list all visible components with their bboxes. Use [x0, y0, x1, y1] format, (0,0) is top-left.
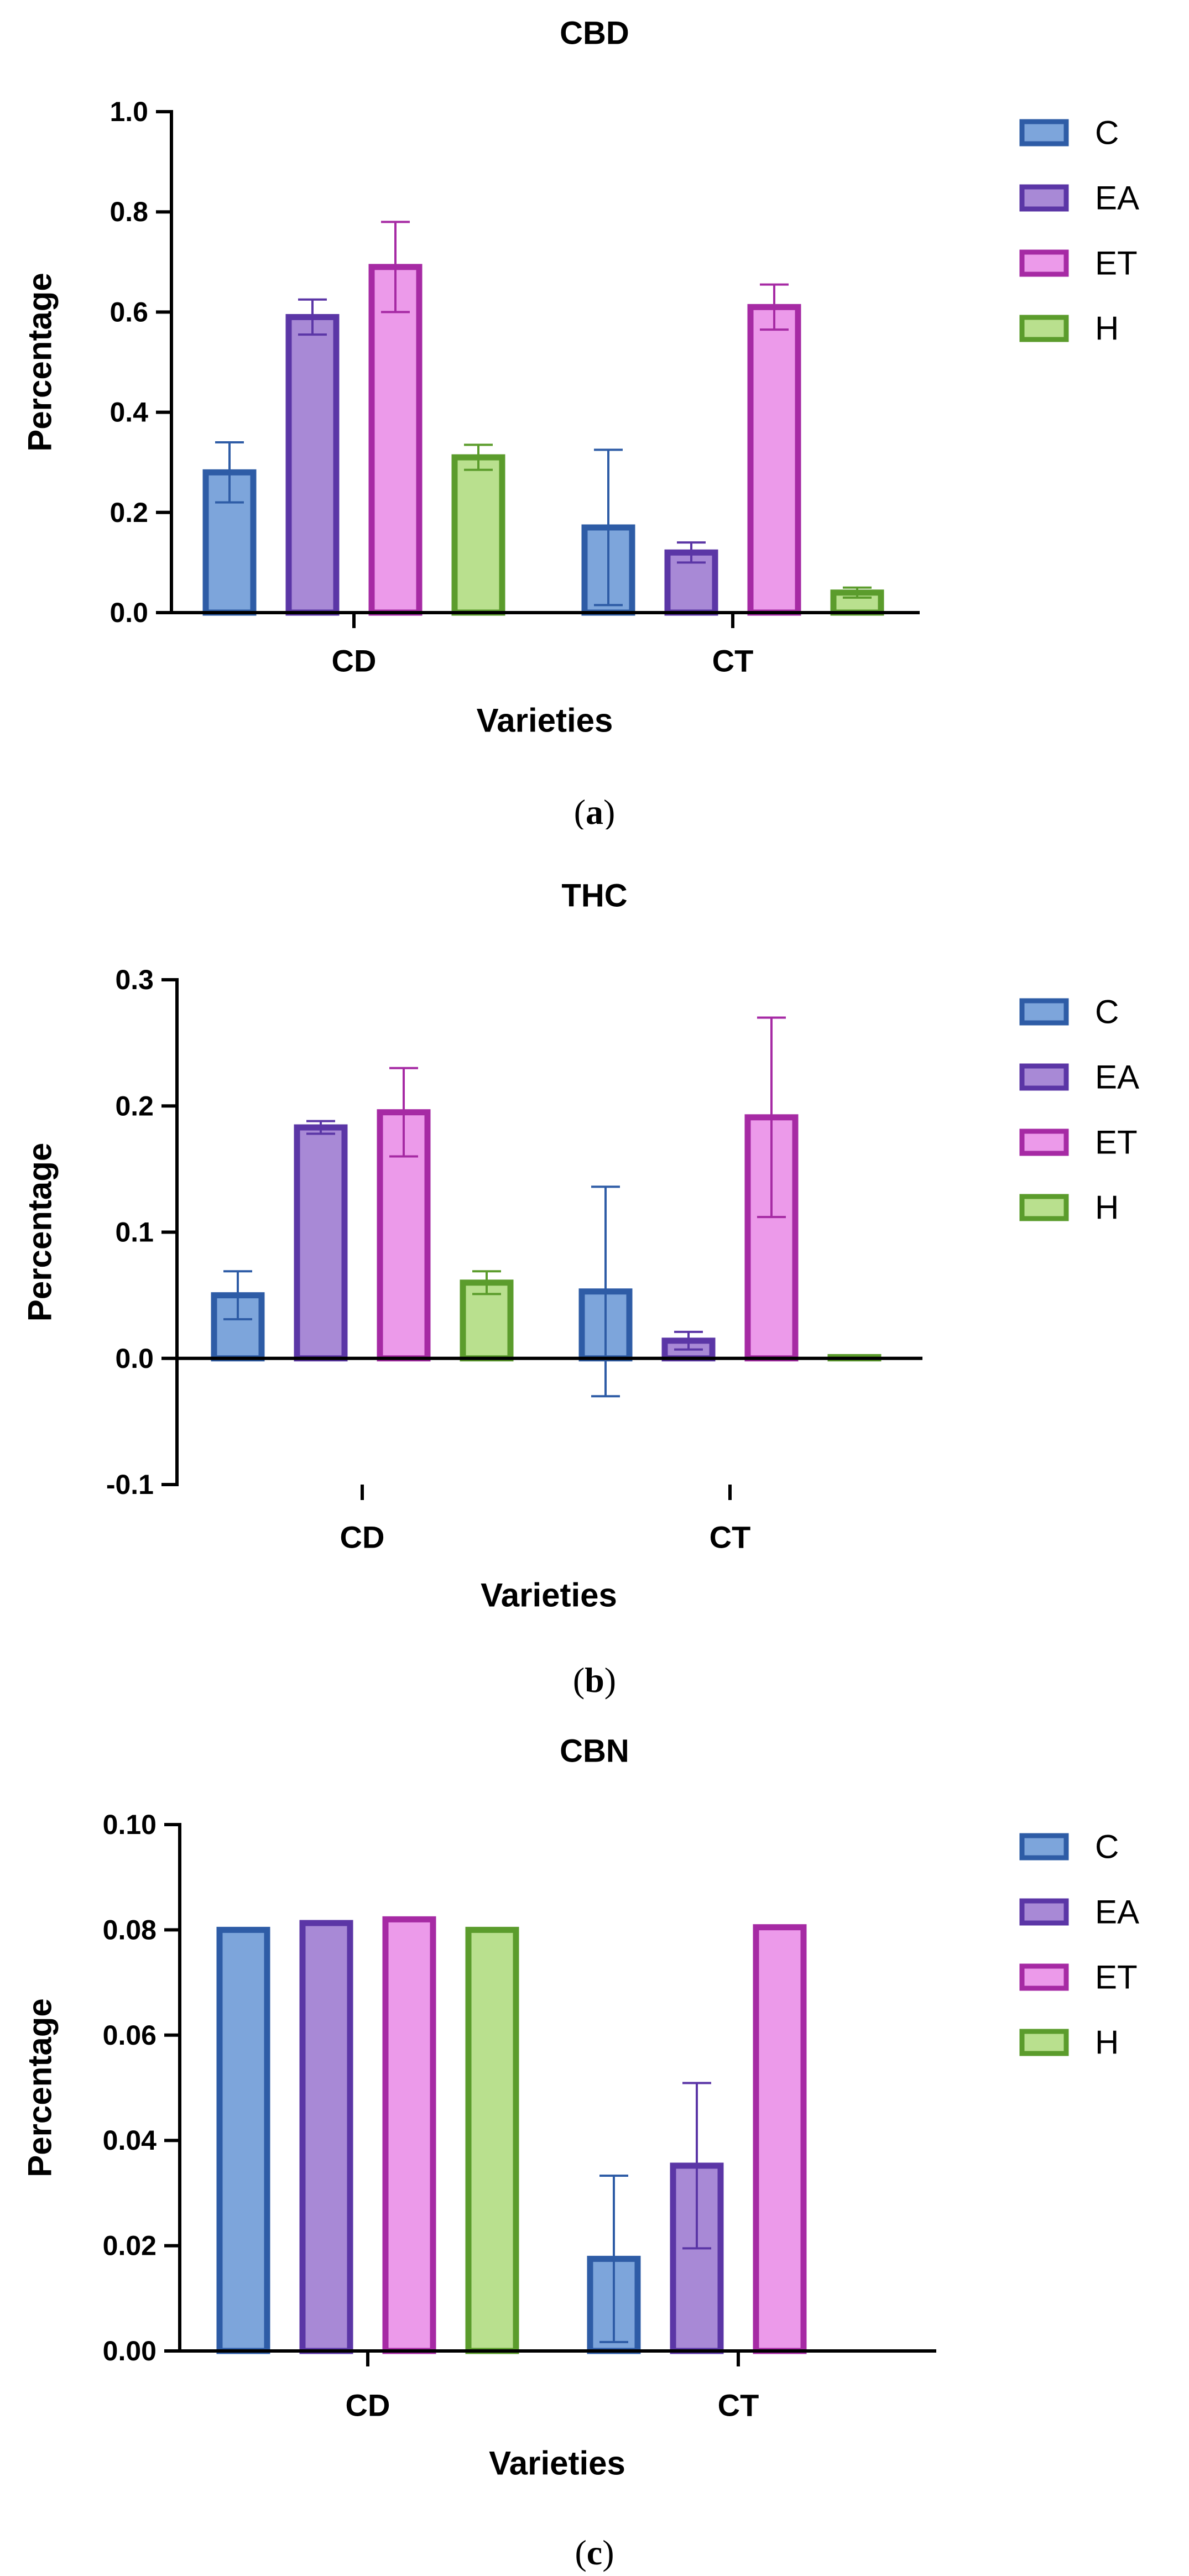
x-axis-title: Varieties [477, 702, 613, 739]
y-tick-label: 0.2 [109, 497, 148, 528]
x-tick-label-cd: CD [340, 1520, 385, 1555]
y-tick-label: 0.10 [103, 1809, 157, 1840]
legend-swatch-ea [1019, 1063, 1069, 1091]
y-axis-title: Percentage [22, 1143, 59, 1322]
chart-title: THC [561, 878, 627, 914]
y-tick-label: 0.08 [103, 1914, 157, 1945]
bar-ea-cd [285, 313, 340, 616]
y-tick-label: 0.00 [103, 2335, 157, 2366]
legend-swatch-h [1019, 315, 1069, 342]
bar-c-cd [216, 1926, 270, 2354]
x-axis-title: Varieties [481, 1577, 617, 1614]
legend-label-et: ET [1095, 1959, 1138, 1996]
x-tick-label-ct: CT [712, 644, 754, 678]
bar-ea-cd [294, 1124, 348, 1362]
y-tick-label: 0.3 [115, 964, 154, 995]
legend-label-h: H [1095, 310, 1119, 347]
legend-label-et: ET [1095, 1124, 1138, 1161]
legend-swatch-h [1019, 2029, 1069, 2056]
y-tick-label: 0.1 [115, 1217, 154, 1248]
legend-label-h: H [1095, 1189, 1119, 1226]
legend-label-h: H [1095, 2024, 1119, 2061]
legend-swatch-ea [1019, 1898, 1069, 1926]
legend-swatch-et [1019, 1128, 1069, 1156]
legend-label-ea: EA [1095, 1894, 1139, 1931]
y-tick-label: 0.0 [109, 597, 148, 628]
legend-swatch-c [1019, 998, 1069, 1026]
legend-swatch-et [1019, 249, 1069, 277]
panel-caption: (b) [573, 1660, 616, 1700]
legend-label-c: C [1095, 994, 1119, 1031]
panel-caption: (c) [575, 2533, 614, 2572]
x-axis-title: Varieties [489, 2445, 625, 2482]
legend-label-ea: EA [1095, 180, 1139, 217]
chart-panel-c: CBN 0.00 0.02 0.04 0.06 0.08 0.10 CD CT Varieties… [22, 1733, 1140, 2573]
y-axis-title: Percentage [22, 273, 59, 452]
y-tick-label: 0.06 [103, 2020, 157, 2051]
bar-et-ct [747, 304, 801, 616]
bar-et-cd [382, 1916, 436, 2354]
legend-label-c: C [1095, 1828, 1119, 1866]
chart-title: CBN [560, 1733, 629, 1769]
legend-swatch-et [1019, 1963, 1069, 1991]
y-tick-label: 0.6 [109, 296, 148, 327]
y-tick-label: 0.0 [115, 1343, 154, 1374]
x-tick-label-ct: CT [710, 1520, 751, 1555]
x-tick-label-cd: CD [346, 2388, 390, 2423]
legend-swatch-c [1019, 1833, 1069, 1861]
chart-panel-a: CBD 0.0 0.2 0.4 0.6 0.8 1.0 CD CT Varieties Percen… [22, 15, 1140, 830]
x-tick-label-cd: CD [332, 644, 377, 678]
legend-swatch-ea [1019, 184, 1069, 212]
chart-panel-b: THC -0.1 0.0 0.1 0.2 0.3 CD CT Varieties Percenta… [22, 878, 1140, 1700]
y-tick-label: 1.0 [109, 96, 148, 127]
y-tick-label: 0.02 [103, 2230, 157, 2261]
y-axis-title: Percentage [22, 1998, 59, 2177]
chart-title: CBD [560, 15, 629, 51]
y-tick-label: 0.2 [115, 1090, 154, 1121]
x-tick-label-ct: CT [718, 2388, 759, 2423]
bar-et-cd [368, 264, 423, 616]
y-tick-label: 0.8 [109, 196, 148, 227]
bar-h-cd [465, 1926, 519, 2354]
y-tick-label: 0.4 [109, 397, 148, 428]
bar-h-cd [451, 454, 505, 616]
bar-ea-cd [299, 1920, 353, 2354]
legend-label-et: ET [1095, 245, 1138, 282]
legend-label-ea: EA [1095, 1059, 1139, 1096]
legend-swatch-c [1019, 119, 1069, 147]
bar-et-ct [753, 1924, 807, 2354]
y-tick-label: -0.1 [106, 1469, 154, 1500]
y-tick-label: 0.04 [103, 2125, 157, 2156]
legend-label-c: C [1095, 114, 1119, 151]
panel-caption: (a) [574, 792, 616, 829]
legend-swatch-h [1019, 1194, 1069, 1221]
